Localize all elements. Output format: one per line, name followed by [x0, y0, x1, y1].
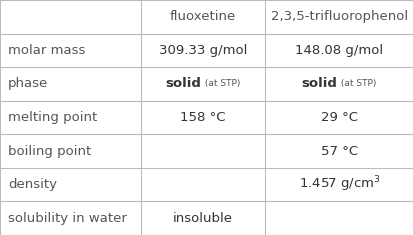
Text: (at STP): (at STP): [202, 79, 240, 88]
Text: 148.08 g/mol: 148.08 g/mol: [295, 44, 382, 57]
Text: (at STP): (at STP): [338, 79, 376, 88]
Text: boiling point: boiling point: [8, 145, 91, 158]
Text: phase: phase: [8, 77, 48, 90]
Text: 309.33 g/mol: 309.33 g/mol: [158, 44, 247, 57]
Text: molar mass: molar mass: [8, 44, 85, 57]
Text: solid: solid: [165, 77, 200, 90]
Text: melting point: melting point: [8, 111, 97, 124]
Text: fluoxetine: fluoxetine: [169, 10, 235, 23]
Text: 2,3,5-trifluorophenol: 2,3,5-trifluorophenol: [270, 10, 407, 23]
Text: 57 °C: 57 °C: [320, 145, 357, 158]
Text: density: density: [8, 178, 57, 191]
Text: solid: solid: [301, 77, 337, 90]
Text: 1.457 g/cm$^3$: 1.457 g/cm$^3$: [298, 175, 379, 194]
Text: 158 °C: 158 °C: [180, 111, 225, 124]
Text: 29 °C: 29 °C: [320, 111, 357, 124]
Text: solubility in water: solubility in water: [8, 212, 126, 225]
Text: insoluble: insoluble: [173, 212, 232, 225]
